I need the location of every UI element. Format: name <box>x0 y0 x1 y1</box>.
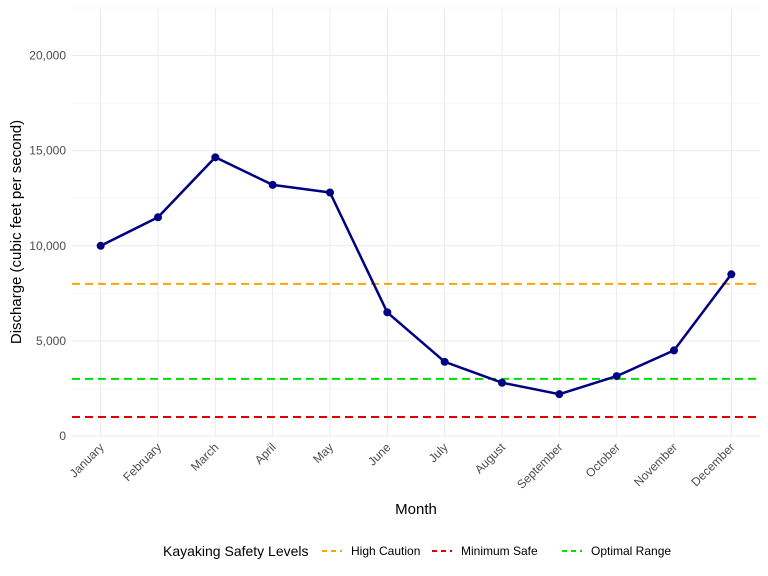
legend-label: Optimal Range <box>591 544 671 558</box>
x-tick-label: August <box>472 440 509 477</box>
series-layer <box>96 153 736 399</box>
data-point-may <box>326 188 334 197</box>
legend-title: Kayaking Safety Levels <box>163 543 309 559</box>
x-axis-title: Month <box>395 501 437 518</box>
y-tick-label: 20,000 <box>29 49 66 63</box>
data-point-june <box>383 308 392 317</box>
x-tick-label: January <box>67 440 107 480</box>
x-tick-label: April <box>252 440 279 467</box>
x-tick-label: October <box>583 440 623 480</box>
x-tick-label: December <box>688 440 737 489</box>
series-line <box>100 156 733 396</box>
data-point-march <box>211 153 220 162</box>
x-tick-label: September <box>514 440 565 491</box>
reference-lines-layer <box>72 282 760 418</box>
y-tick-label: 15,000 <box>29 144 66 158</box>
x-tick-label: May <box>310 440 336 466</box>
x-tick-label: June <box>365 440 394 469</box>
data-point-september <box>555 390 564 399</box>
legend-label: High Caution <box>351 544 420 558</box>
x-tick-label: February <box>120 440 164 484</box>
data-point-august <box>498 378 506 387</box>
y-tick-label: 5,000 <box>36 334 66 348</box>
data-point-july <box>440 357 449 366</box>
legend: Kayaking Safety Levels High Caution Minim… <box>163 543 671 559</box>
data-point-november <box>670 346 678 355</box>
y-tick-label: 10,000 <box>29 239 66 253</box>
data-point-april <box>268 180 277 189</box>
data-point-december <box>727 270 736 279</box>
data-point-january <box>96 241 105 250</box>
x-tick-label: March <box>188 440 221 473</box>
x-tick-label: July <box>426 440 451 465</box>
y-tick-labels: 0 5,000 10,000 15,000 20,000 <box>29 49 66 443</box>
x-tick-label: November <box>631 440 680 489</box>
data-point-february <box>154 213 162 222</box>
legend-label: Minimum Safe <box>461 544 538 558</box>
y-axis-title: Discharge (cubic feet per second) <box>8 120 25 344</box>
grid-layer <box>72 7 760 437</box>
data-point-october <box>612 372 621 381</box>
y-tick-label: 0 <box>59 429 66 443</box>
x-tick-labels: January February March April May June July Augu… <box>67 440 738 492</box>
